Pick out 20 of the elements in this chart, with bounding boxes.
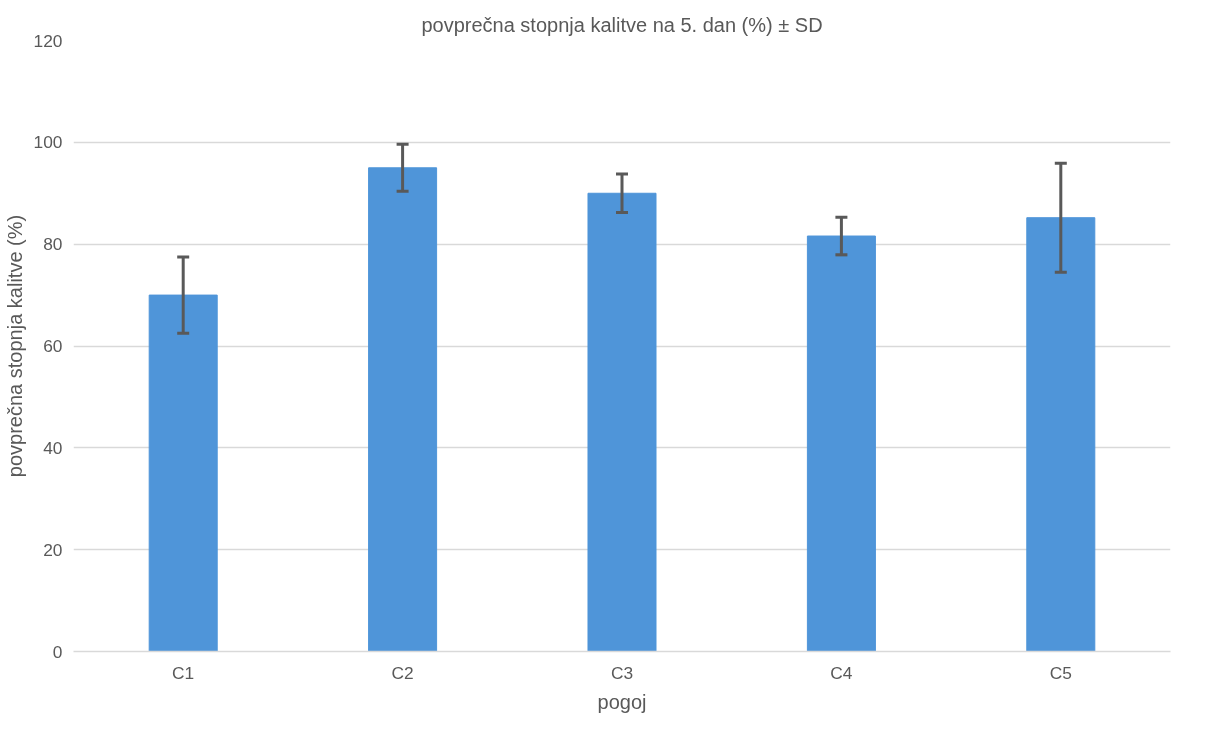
y-tick-label: 100 xyxy=(33,132,63,153)
y-tick-label: 80 xyxy=(43,234,63,255)
y-axis-title: povprečna stopnja kalitve (%) xyxy=(3,214,26,478)
x-tick-label: C3 xyxy=(610,662,634,683)
bar xyxy=(587,192,657,652)
x-tick-label: C2 xyxy=(391,662,414,683)
bar xyxy=(1026,217,1096,652)
chart-title: povprečna stopnja kalitve na 5. dan (%) ± SD xyxy=(421,13,823,36)
bar xyxy=(148,294,218,652)
x-tick-label: C5 xyxy=(1049,662,1072,683)
y-tick-label: 60 xyxy=(43,336,63,356)
x-tick-label: C1 xyxy=(172,662,195,683)
y-tick-label: 20 xyxy=(43,539,63,560)
y-tick-label: 40 xyxy=(43,437,63,458)
y-tick-label: 0 xyxy=(52,641,63,662)
x-axis-title: pogoj xyxy=(597,690,647,713)
x-tick-label: C4 xyxy=(830,662,853,683)
bar xyxy=(806,235,876,652)
bar xyxy=(368,167,438,652)
y-tick-label: 120 xyxy=(33,30,63,51)
